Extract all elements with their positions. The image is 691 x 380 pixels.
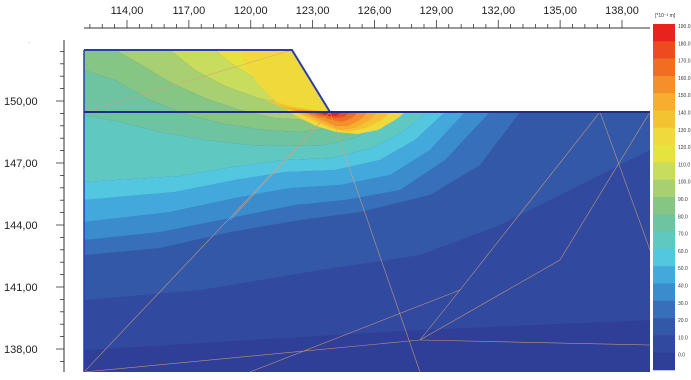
x-axis-ruler	[84, 20, 650, 29]
legend-swatch	[653, 127, 675, 146]
legend-label: 70.0	[678, 232, 688, 238]
contour-band-40	[84, 112, 490, 240]
legend-label: 0.0	[678, 353, 685, 359]
contour-band-80	[84, 70, 400, 146]
x-tick-label: 114,00	[111, 5, 144, 17]
x-tick-label: 120,00	[234, 5, 268, 17]
x-tick-label: 135,00	[543, 5, 577, 17]
legend-swatch	[653, 248, 675, 267]
y-tick-label: 138,00	[4, 344, 38, 356]
legend-swatch	[653, 352, 675, 371]
y-axis-tick-labels: 150,00 147,00 144,00 141,00 138,00	[4, 96, 38, 356]
legend-swatch	[653, 197, 675, 215]
displacement-contours	[84, 50, 650, 372]
legend-swatch	[653, 162, 675, 180]
contour-band-70	[84, 112, 428, 182]
y-tick-label: 141,00	[4, 282, 38, 294]
legend-label: 10.0	[678, 335, 688, 341]
legend-label: 50.0	[678, 266, 688, 272]
x-tick-label: 117,00	[172, 5, 205, 17]
contour-band-0	[84, 150, 650, 372]
x-tick-label: 126,00	[358, 5, 392, 17]
legend-swatch	[653, 335, 675, 353]
mesh-lines	[84, 50, 650, 372]
legend-label: 20.0	[678, 318, 688, 324]
legend-swatch	[653, 266, 675, 284]
legend-label: 90.0	[678, 197, 688, 203]
legend-label: 140.0	[678, 111, 691, 117]
legend-label: 160.0	[678, 76, 691, 82]
legend-swatches	[653, 24, 675, 371]
legend-label: 170.0	[678, 59, 691, 65]
contour-band-30	[84, 112, 520, 255]
legend-swatch	[653, 214, 675, 232]
legend-label: 40.0	[678, 284, 688, 290]
legend-label: 80.0	[678, 214, 688, 220]
legend-label: 180.0	[678, 41, 691, 47]
legend-swatch	[653, 110, 675, 129]
x-tick-label: 123,00	[296, 5, 330, 17]
contour-band-60	[84, 112, 445, 200]
legend-swatch	[653, 93, 675, 111]
y-tick-label: 147,00	[4, 158, 38, 170]
legend-labels: 190.0 180.0 170.0 160.0 150.0 140.0 130.0 120.0…	[678, 24, 691, 359]
legend-swatch	[653, 24, 675, 42]
y-axis-ruler	[56, 40, 65, 372]
embankment-outline	[84, 49, 331, 113]
legend-swatch	[653, 58, 675, 77]
legend-label: 100.0	[678, 180, 691, 186]
y-tick-label: 144,00	[4, 220, 38, 232]
x-tick-label: 138,00	[605, 5, 639, 17]
legend-swatch	[653, 231, 675, 250]
y-tick-label: 150,00	[4, 96, 38, 108]
contour-band-90	[84, 50, 372, 132]
legend-unit-label: [*10⁻³ m]	[655, 13, 676, 19]
legend-swatch	[653, 179, 675, 198]
legend-label: 110.0	[678, 162, 690, 168]
contour-band-50	[84, 112, 465, 222]
x-tick-label: 132,00	[481, 5, 515, 17]
legend-swatch	[653, 283, 675, 302]
legend-label: 60.0	[678, 249, 688, 255]
color-legend: [*10⁻³ m] 190.0 180.0 170.0 160.0 150.0 140.0…	[653, 13, 691, 371]
corner-mark: ·	[28, 40, 30, 46]
x-axis-tick-labels: 114,00 117,00 120,00 123,00 126,00 129,00 132,…	[111, 5, 639, 17]
legend-label: 130.0	[678, 128, 691, 134]
legend-swatch	[653, 318, 675, 336]
legend-label: 190.0	[678, 24, 691, 30]
legend-label: 30.0	[678, 301, 688, 307]
contour-band-100	[115, 50, 355, 120]
legend-swatch	[653, 145, 675, 163]
legend-swatch	[653, 75, 675, 94]
legend-label: 150.0	[678, 93, 691, 99]
contour-band-00	[84, 320, 650, 372]
x-tick-label: 129,00	[420, 5, 454, 17]
legend-swatch	[653, 300, 675, 319]
legend-swatch	[653, 41, 675, 59]
legend-label: 120.0	[678, 145, 691, 151]
